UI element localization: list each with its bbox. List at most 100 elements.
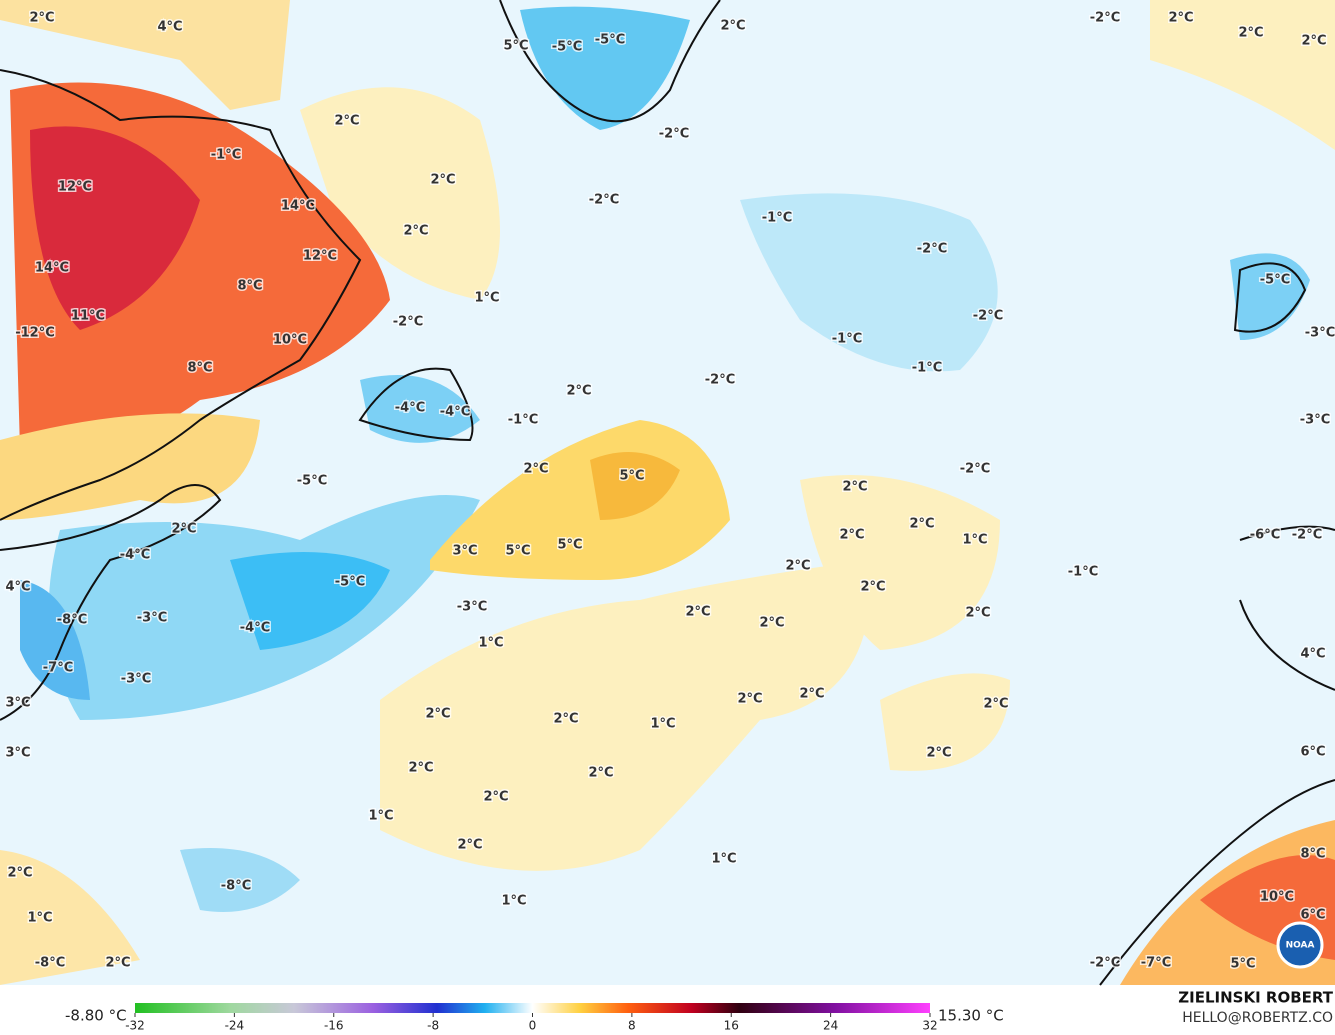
temp-label: -2°C bbox=[1090, 956, 1120, 971]
temp-label: -5°C bbox=[297, 474, 327, 489]
logo-text: NOAA bbox=[1286, 941, 1315, 951]
temp-label: -1°C bbox=[832, 332, 862, 347]
colorbar-tick-label: 0 bbox=[529, 1019, 537, 1033]
temp-label: 2°C bbox=[457, 838, 482, 853]
temp-label: 2°C bbox=[983, 697, 1008, 712]
temp-label: 2°C bbox=[408, 761, 433, 776]
temp-label: -3°C bbox=[1305, 326, 1335, 341]
temp-label: 12°C bbox=[303, 249, 337, 264]
temp-label: 2°C bbox=[425, 707, 450, 722]
temp-label: -6°C bbox=[1250, 528, 1280, 543]
temp-label: 10°C bbox=[273, 333, 307, 348]
temp-label: 2°C bbox=[860, 580, 885, 595]
temp-label: -3°C bbox=[121, 672, 151, 687]
credit-name: ZIELINSKI ROBERT bbox=[1178, 989, 1333, 1007]
shading bbox=[0, 0, 1335, 985]
temp-label: 2°C bbox=[29, 11, 54, 26]
temp-label: 2°C bbox=[523, 462, 548, 477]
temp-label: -1°C bbox=[762, 211, 792, 226]
temp-label: 2°C bbox=[430, 173, 455, 188]
colorbar-tick-label: 24 bbox=[823, 1019, 838, 1033]
temp-label: 3°C bbox=[5, 746, 30, 761]
temp-label: 4°C bbox=[157, 20, 182, 35]
temp-label: 2°C bbox=[842, 480, 867, 495]
temp-label: 14°C bbox=[35, 261, 69, 276]
temp-label: 2°C bbox=[403, 224, 428, 239]
temp-label: -2°C bbox=[659, 127, 689, 142]
temp-label: 1°C bbox=[650, 717, 675, 732]
temp-label: 4°C bbox=[1300, 647, 1325, 662]
temp-label: -8°C bbox=[35, 956, 65, 971]
temp-label: 2°C bbox=[965, 606, 990, 621]
temp-label: 11°C bbox=[71, 309, 105, 324]
temp-label: 1°C bbox=[711, 852, 736, 867]
temp-label: -2°C bbox=[960, 462, 990, 477]
temp-label: 2°C bbox=[759, 616, 784, 631]
temp-label: 2°C bbox=[334, 114, 359, 129]
temp-label: 3°C bbox=[5, 696, 30, 711]
colorbar-ticks: -32 -24 -16 -8 0 8 16 24 32 bbox=[125, 1013, 938, 1033]
temp-label: 2°C bbox=[926, 746, 951, 761]
temp-label: -8°C bbox=[221, 879, 251, 894]
temp-label: -5°C bbox=[335, 575, 365, 590]
temp-label: 2°C bbox=[1301, 34, 1326, 49]
temp-label: -4°C bbox=[440, 405, 470, 420]
temp-label: 6°C bbox=[1300, 745, 1325, 760]
temp-label: 8°C bbox=[237, 279, 262, 294]
colorbar-tick-label: 16 bbox=[724, 1019, 739, 1033]
temp-label: 5°C bbox=[505, 544, 530, 559]
temp-label: -5°C bbox=[552, 40, 582, 55]
temp-label: 1°C bbox=[962, 533, 987, 548]
temp-label: -1°C bbox=[1068, 565, 1098, 580]
temp-label: 4°C bbox=[5, 580, 30, 595]
temp-label: -2°C bbox=[393, 315, 423, 330]
temp-label: -4°C bbox=[395, 401, 425, 416]
temp-label: 2°C bbox=[737, 692, 762, 707]
temp-label: -4°C bbox=[120, 548, 150, 563]
temp-label: 8°C bbox=[1300, 847, 1325, 862]
temp-label: 10°C bbox=[1260, 890, 1294, 905]
colorbar bbox=[135, 1003, 930, 1013]
coastlines bbox=[0, 0, 1335, 986]
temp-label: 2°C bbox=[566, 384, 591, 399]
temp-label: 5°C bbox=[1230, 957, 1255, 972]
temp-label: 2°C bbox=[1238, 26, 1263, 41]
credit-contact: HELLO@ROBERTZ.CO bbox=[1182, 1010, 1333, 1026]
temp-label: 2°C bbox=[685, 605, 710, 620]
temp-label: -2°C bbox=[1090, 11, 1120, 26]
temp-label: -7°C bbox=[43, 661, 73, 676]
temp-label: 2°C bbox=[720, 19, 745, 34]
temp-label: 5°C bbox=[503, 39, 528, 54]
temp-label: 2°C bbox=[1168, 11, 1193, 26]
colorbar-tick-label: -8 bbox=[427, 1019, 439, 1033]
colorbar-min: -8.80 °C bbox=[65, 1007, 127, 1025]
temp-label: 1°C bbox=[474, 291, 499, 306]
temp-label: -1°C bbox=[912, 361, 942, 376]
logo bbox=[1276, 921, 1324, 969]
temp-label: 8°C bbox=[187, 361, 212, 376]
temp-label: 5°C bbox=[619, 469, 644, 484]
temp-label: 12°C bbox=[58, 180, 92, 195]
temp-label: 2°C bbox=[785, 559, 810, 574]
temp-label: -8°C bbox=[57, 613, 87, 628]
temp-label: 3°C bbox=[452, 544, 477, 559]
temp-label: -2°C bbox=[917, 242, 947, 257]
colorbar-tick-label: 32 bbox=[922, 1019, 937, 1033]
temp-label: -4°C bbox=[240, 621, 270, 636]
temp-label: -3°C bbox=[457, 600, 487, 615]
temp-label: -3°C bbox=[137, 611, 167, 626]
temp-label: 2°C bbox=[171, 522, 196, 537]
temp-label: 1°C bbox=[27, 911, 52, 926]
temp-label: -2°C bbox=[705, 373, 735, 388]
colorbar-tick-label: -24 bbox=[225, 1019, 245, 1033]
temp-label: -5°C bbox=[1260, 273, 1290, 288]
temp-label: 1°C bbox=[478, 636, 503, 651]
temp-label: -12°C bbox=[15, 326, 55, 341]
colorbar-max: 15.30 °C bbox=[938, 1007, 1004, 1025]
temp-label: -7°C bbox=[1141, 956, 1171, 971]
temp-label: 6°C bbox=[1300, 908, 1325, 923]
temp-label: 2°C bbox=[7, 866, 32, 881]
temp-label: 2°C bbox=[553, 712, 578, 727]
map-labels: 2°C 4°C -1°C 12°C 14°C 12°C 14°C 8°C 11°C -12°C 10… bbox=[4, 9, 1335, 973]
